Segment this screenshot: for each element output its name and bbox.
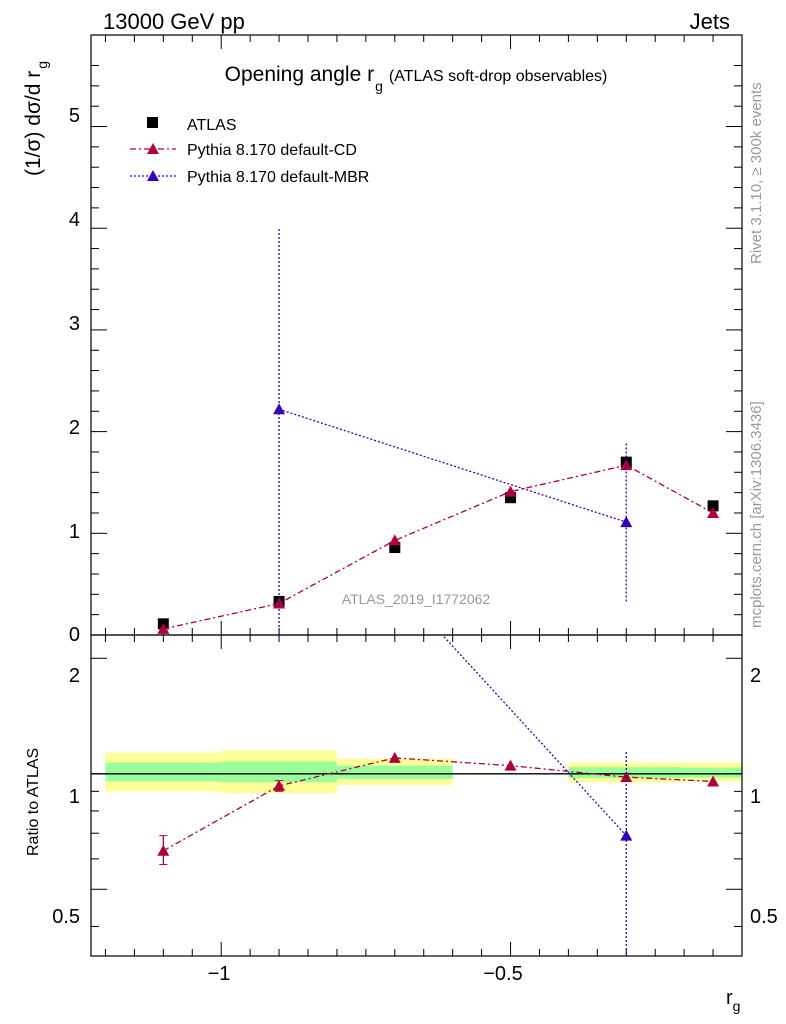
ratio-y-tick-label-right: 1 (750, 786, 761, 808)
main-mbr-point (620, 516, 633, 528)
axis-ticks (91, 35, 743, 956)
ratio-y-tick-labels: 0.5 1 2 0.5 1 2 (52, 665, 778, 928)
plot-title: Opening angle rg(ATLAS soft-drop observa… (225, 63, 608, 94)
main-y-tick-label: 4 (69, 209, 80, 231)
ratio-mbr-point (620, 829, 633, 841)
ratio-uncertainty-bands (91, 750, 742, 794)
header-jets: Jets (690, 9, 730, 34)
ratio-band-green (336, 765, 453, 779)
main-atlas-point (505, 492, 517, 504)
main-y-tick-label: 3 (69, 313, 80, 335)
main-cd-point (388, 534, 401, 546)
legend-mbr-marker (147, 170, 159, 181)
ratio-cd-point (504, 759, 517, 771)
main-y-axis-title: (1/σ) dσ/d rg (22, 61, 50, 176)
main-y-tick-label: 5 (69, 105, 80, 127)
legend-cd-marker (147, 143, 159, 154)
rivet-label: Rivet 3.1.10, ≥ 300k events (748, 82, 765, 264)
ratio-cd-point (273, 779, 286, 791)
ratio-y-tick-label-left: 0.5 (52, 906, 80, 928)
main-y-tick-label: 1 (69, 521, 80, 543)
legend-mbr-label: Pythia 8.170 default-MBR (187, 169, 369, 186)
ratio-cd-point (707, 775, 720, 787)
ratio-cd-point (157, 844, 170, 856)
ratio-y-tick-label-left: 1 (69, 786, 80, 808)
main-plot-data (157, 228, 720, 635)
ratio-plot-frame (90, 634, 743, 957)
main-mbr-point (273, 403, 286, 415)
ratio-band-green (684, 767, 742, 778)
main-y-tick-label: 2 (69, 417, 80, 439)
ratio-band-green (221, 761, 337, 783)
main-atlas-point (389, 542, 401, 554)
legend-atlas-marker (147, 117, 158, 128)
x-axis-title: rg (726, 987, 740, 1014)
legend: ATLAS Pythia 8.170 default-CD Pythia 8.1… (130, 117, 369, 186)
ratio-cd-point (388, 751, 401, 763)
main-cd-point (504, 485, 517, 497)
legend-atlas-label: ATLAS (187, 117, 237, 134)
ratio-plot-data (157, 635, 720, 956)
main-cd-point (707, 506, 720, 518)
main-series-line (278, 408, 627, 523)
ratio-y-tick-label-right: 0.5 (750, 906, 778, 928)
main-y-tick-labels: 0 1 2 3 4 5 (69, 105, 80, 646)
main-cd-point (157, 622, 170, 634)
main-atlas-point (707, 500, 719, 512)
header-process: 13000 GeV pp (103, 9, 245, 34)
x-tick-label: −1 (208, 963, 231, 985)
ratio-y-tick-label-left: 2 (69, 665, 80, 687)
ratio-series-line (163, 757, 714, 852)
x-tick-labels: −1 −0.5 (208, 963, 523, 985)
ratio-y-tick-label-right: 2 (750, 665, 761, 687)
ratio-series-line (441, 635, 627, 837)
mcplots-label: mcplots.cern.ch [arXiv:1306.3436] (748, 401, 765, 628)
main-y-tick-label: 0 (69, 624, 80, 646)
legend-cd-label: Pythia 8.170 default-CD (187, 142, 357, 159)
ratio-y-axis-title: Ratio to ATLAS (25, 748, 42, 856)
main-series-line (163, 464, 714, 630)
analysis-id-label: ATLAS_2019_I1772062 (342, 591, 491, 607)
x-tick-label: −0.5 (483, 963, 522, 985)
ratio-band-green (105, 762, 222, 782)
